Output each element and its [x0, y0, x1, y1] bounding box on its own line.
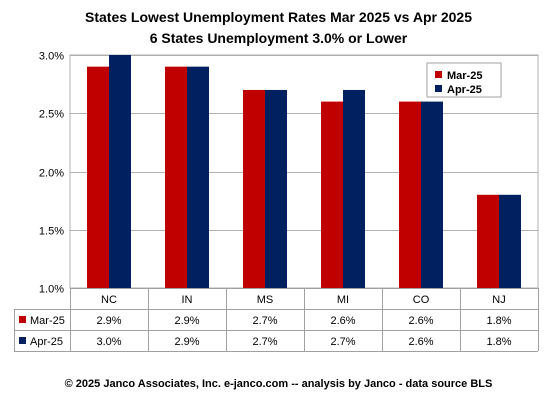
data-label: 3.0% [96, 336, 121, 348]
chart-subtitle: 6 States Unemployment 3.0% or Lower [149, 30, 408, 46]
bar-Mar-25-NC [87, 66, 109, 289]
data-label: 2.6% [408, 315, 433, 327]
data-label: 2.7% [330, 336, 355, 348]
bar-Mar-25-MI [321, 101, 343, 288]
bars [87, 55, 521, 289]
x-tick-label: MI [337, 294, 349, 306]
table-series-label: Apr-25 [30, 336, 63, 348]
bar-Mar-25-IN [165, 66, 187, 289]
x-tick-label: NJ [492, 294, 505, 306]
x-tick-label: IN [182, 294, 193, 306]
footer-credit: © 2025 Janco Associates, Inc. e-janco.co… [64, 378, 493, 390]
data-label: 2.6% [408, 336, 433, 348]
data-label: 2.7% [252, 315, 277, 327]
data-label: 2.9% [174, 315, 199, 327]
legend: Mar-25 Apr-25 [426, 62, 502, 98]
bar-Mar-25-MS [243, 89, 265, 288]
bar-Mar-25-CO [399, 101, 421, 288]
x-tick-label: NC [101, 294, 117, 306]
data-label: 2.9% [174, 336, 199, 348]
table-legend-key [19, 316, 26, 323]
bar-Apr-25-MI [343, 89, 365, 288]
data-label: 2.6% [330, 315, 355, 327]
legend-label: Apr-25 [447, 84, 482, 96]
y-tick-label: 2.5% [39, 109, 64, 121]
legend-key [435, 85, 442, 92]
x-tick-label: CO [413, 294, 430, 306]
bar-Apr-25-IN [187, 66, 209, 289]
y-tick-label: 1.5% [39, 226, 64, 238]
legend-label: Mar-25 [447, 70, 482, 82]
y-axis-tick-labels: 1.0% 1.5% 2.0% 2.5% 3.0% [39, 51, 64, 296]
y-tick-label: 2.0% [39, 168, 64, 180]
bar-Apr-25-CO [421, 101, 443, 288]
chart-title: States Lowest Unemployment Rates Mar 202… [85, 9, 472, 25]
bar-Mar-25-NJ [477, 194, 499, 288]
table-legend-key [19, 337, 26, 344]
data-table: NC IN MS MI CO NJ Mar-25 2.9% 2.9% 2.7% 2.6% 2.6% 1.… [14, 288, 539, 352]
bar-Apr-25-NJ [499, 194, 521, 288]
table-series-label: Mar-25 [30, 315, 65, 327]
data-label: 1.8% [486, 315, 511, 327]
y-tick-label: 1.0% [39, 284, 64, 296]
x-tick-label: MS [257, 294, 274, 306]
y-tick-label: 3.0% [39, 51, 64, 63]
data-label: 2.7% [252, 336, 277, 348]
bar-Apr-25-MS [265, 89, 287, 288]
data-label: 1.8% [486, 336, 511, 348]
bar-Apr-25-NC [109, 55, 131, 288]
data-label: 2.9% [96, 315, 121, 327]
legend-key [435, 71, 442, 78]
